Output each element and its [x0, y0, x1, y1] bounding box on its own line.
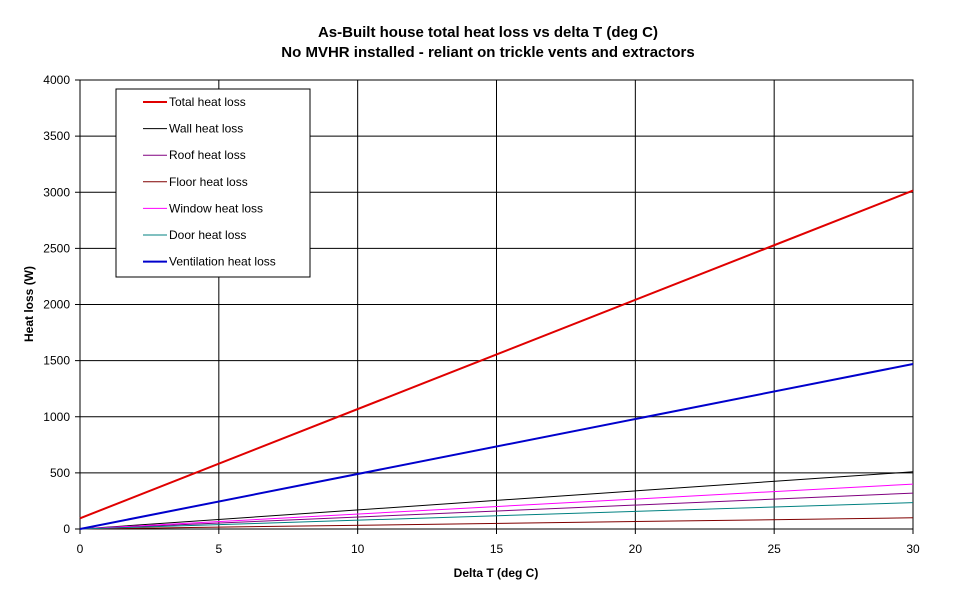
y-tick-label: 1500 [43, 354, 70, 368]
y-tick-label: 0 [63, 522, 70, 536]
legend-label: Door heat loss [169, 228, 246, 242]
legend-label: Ventilation heat loss [169, 255, 276, 269]
plot-area-border [79, 79, 914, 530]
series-lines [79, 189, 914, 530]
series-line-3 [79, 492, 914, 530]
y-tick-label: 3000 [43, 185, 70, 199]
x-tick-label: 5 [215, 542, 222, 556]
x-tick-label: 25 [767, 542, 781, 556]
legend-label: Total heat loss [169, 95, 246, 109]
series-line-1 [79, 189, 914, 520]
y-tick-label: 500 [50, 466, 70, 480]
x-tick-label: 20 [629, 542, 643, 556]
x-tick-label: 30 [906, 542, 920, 556]
y-tick-label: 3500 [43, 129, 70, 143]
legend-label: Wall heat loss [169, 122, 243, 136]
y-tick-label: 2000 [43, 298, 70, 312]
series-line-7 [79, 363, 914, 530]
series-line-4 [79, 517, 914, 530]
legend-label: Window heat loss [169, 201, 263, 215]
x-tick-label: 10 [351, 542, 365, 556]
series-line-2 [79, 471, 914, 530]
x-tick-label: 15 [490, 542, 504, 556]
y-tick-label: 1000 [43, 410, 70, 424]
tick-labels: 0 5 10 15 20 25 30 0 500 1000 1500 2000 2500 3000 3500… [43, 73, 920, 556]
chart-subtitle: No MVHR installed - reliant on trickle v… [281, 44, 694, 61]
chart-title: As-Built house total heat loss vs delta … [318, 24, 658, 41]
legend-label: Roof heat loss [169, 148, 246, 162]
series-line-6 [79, 502, 914, 530]
legend-label: Floor heat loss [169, 175, 248, 189]
legend-box [115, 88, 311, 278]
legend: Total heat loss Wall heat loss Roof heat l… [115, 88, 311, 278]
y-tick-label: 2500 [43, 241, 70, 255]
y-tick-label: 4000 [43, 73, 70, 87]
series-line-5 [79, 483, 914, 530]
y-axis-title: Heat loss (W) [22, 266, 36, 342]
x-axis-title: Delta T (deg C) [454, 566, 539, 580]
x-tick-label: 0 [77, 542, 84, 556]
